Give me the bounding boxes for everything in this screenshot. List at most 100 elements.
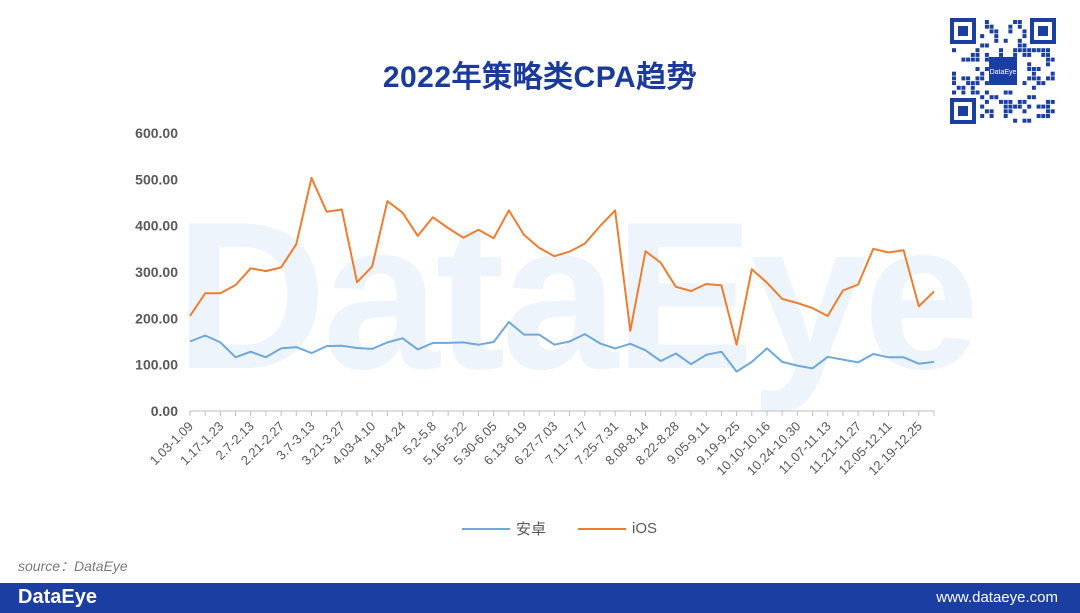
- legend-label-ios: iOS: [632, 520, 658, 537]
- qr-module: [952, 90, 956, 95]
- qr-module: [994, 95, 999, 100]
- qr-module: [1017, 48, 1022, 53]
- qr-module: [975, 67, 980, 71]
- series-line-ios: [189, 176, 935, 346]
- qr-module: [961, 85, 966, 90]
- qr-module: [1003, 109, 1008, 114]
- qr-module: [994, 38, 999, 43]
- qr-module: [984, 52, 989, 57]
- qr-module: [1003, 38, 1008, 43]
- qr-module: [1022, 118, 1027, 123]
- qr-module: [1036, 67, 1041, 71]
- chart-legend: 安卓 iOS: [462, 518, 681, 539]
- qr-module: [966, 76, 971, 81]
- qr-module: [1017, 104, 1022, 109]
- qr-module: [1041, 104, 1046, 109]
- qr-module: [980, 34, 985, 39]
- y-tick-label: 400.00: [135, 218, 178, 234]
- qr-module: [975, 57, 980, 62]
- qr-module: [1022, 52, 1027, 57]
- qr-module: [952, 71, 956, 76]
- qr-module: [1031, 85, 1036, 90]
- qr-logo-text: DataEye: [990, 69, 1017, 76]
- qr-module: [952, 76, 956, 81]
- qr-module: [999, 99, 1003, 104]
- qr-module: [970, 57, 975, 62]
- qr-module: [1013, 52, 1018, 57]
- qr-code: DataEye: [948, 16, 1058, 126]
- qr-module: [1027, 118, 1032, 123]
- qr-module: [1003, 99, 1008, 104]
- qr-module: [1022, 43, 1027, 48]
- series-line-android: [189, 321, 935, 373]
- qr-module: [1008, 104, 1013, 109]
- qr-module: [1050, 109, 1055, 114]
- qr-module: [1008, 109, 1013, 114]
- y-tick-label: 200.00: [135, 310, 178, 326]
- y-tick-label: 600.00: [135, 125, 178, 141]
- qr-module: [1046, 99, 1050, 104]
- footer-bar: DataEye www.dataeye.com: [0, 583, 1080, 613]
- qr-module: [989, 109, 994, 114]
- qr-module: [975, 48, 980, 53]
- qr-module: [1027, 76, 1032, 81]
- x-axis: 1.03-1.091.17-1.232.7-2.132.21-2.273.7-3…: [147, 410, 935, 478]
- qr-module: [975, 52, 980, 57]
- qr-module: [989, 95, 994, 100]
- qr-module: [1017, 20, 1022, 24]
- qr-module: [1017, 38, 1022, 43]
- qr-module: [999, 52, 1003, 57]
- y-tick-label: 500.00: [135, 171, 178, 187]
- qr-module: [994, 29, 999, 34]
- qr-module: [1046, 62, 1050, 67]
- qr-module: [1022, 34, 1027, 39]
- qr-module: [975, 81, 980, 86]
- qr-module: [989, 29, 994, 34]
- qr-module: [1031, 48, 1036, 53]
- footer-brand: DataEye: [18, 586, 97, 608]
- qr-module: [961, 90, 966, 95]
- qr-module: [1050, 71, 1055, 76]
- legend-swatch-android: [462, 527, 510, 530]
- qr-module: [980, 114, 985, 118]
- qr-module: [1031, 67, 1036, 71]
- qr-module: [1027, 95, 1032, 100]
- y-tick-label: 0.00: [151, 403, 178, 419]
- qr-logo-box: [989, 57, 1017, 85]
- qr-module: [952, 48, 956, 53]
- qr-module: [1046, 114, 1050, 118]
- qr-module: [984, 99, 989, 104]
- qr-module: [980, 95, 985, 100]
- qr-module: [1046, 57, 1050, 62]
- qr-module: [970, 81, 975, 86]
- qr-module: [952, 81, 956, 86]
- qr-module: [1036, 81, 1041, 86]
- qr-module: [970, 90, 975, 95]
- qr-module: [1041, 81, 1046, 86]
- qr-module: [1022, 99, 1027, 104]
- qr-module: [1008, 29, 1013, 34]
- qr-module: [1017, 24, 1022, 29]
- qr-module: [984, 90, 989, 95]
- qr-module: [989, 114, 994, 118]
- qr-module: [1027, 67, 1032, 71]
- qr-module: [989, 24, 994, 29]
- qr-module: [1050, 99, 1055, 104]
- qr-module: [1046, 52, 1050, 57]
- qr-module: [1022, 81, 1027, 86]
- qr-module: [961, 76, 966, 81]
- qr-module: [984, 81, 989, 86]
- qr-module: [1008, 99, 1013, 104]
- qr-module: [1046, 48, 1050, 53]
- qr-module: [1046, 104, 1050, 109]
- qr-module: [1027, 62, 1032, 67]
- qr-module: [1041, 52, 1046, 57]
- qr-module: [975, 76, 980, 81]
- qr-module: [1017, 43, 1022, 48]
- y-tick-label: 300.00: [135, 264, 178, 280]
- qr-module: [984, 43, 989, 48]
- qr-module: [1022, 29, 1027, 34]
- qr-module: [1036, 76, 1041, 81]
- qr-module: [1027, 52, 1032, 57]
- qr-module: [1031, 71, 1036, 76]
